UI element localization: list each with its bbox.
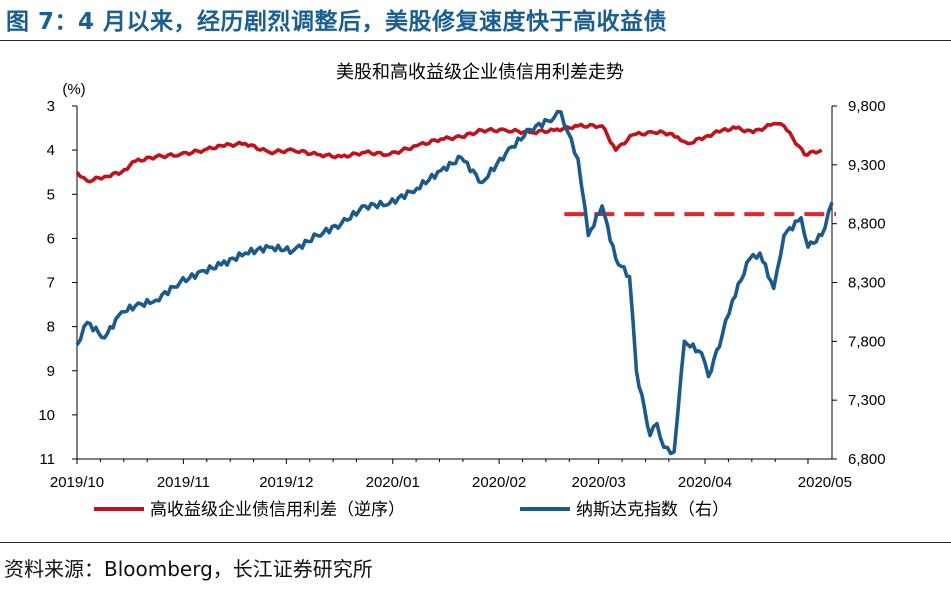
left-tick-label: 5: [47, 186, 55, 203]
right-tick-label: 9,300: [848, 157, 886, 174]
left-tick-label: 9: [47, 363, 55, 380]
right-tick-label: 8,300: [848, 275, 886, 292]
x-tick-label: 2019/11: [157, 474, 210, 491]
x-tick-label: 2019/10: [50, 474, 104, 491]
left-tick-label: 8: [47, 319, 55, 336]
x-tick-label: 2020/04: [678, 474, 732, 491]
x-tick-label: 2020/05: [798, 474, 852, 491]
legend-label-spread: 高收益级企业债信用利差（逆序）: [150, 500, 405, 520]
chart-title: 美股和高收益级企业债信用利差走势: [336, 62, 624, 83]
right-tick-label: 9,800: [848, 98, 886, 115]
figure-title: 图 7：4 月以来，经历剧烈调整后，美股修复速度快于高收益债: [6, 9, 668, 35]
x-tick-label: 2020/01: [366, 474, 420, 491]
spread-series-line: [75, 121, 823, 184]
left-tick-label: 7: [47, 275, 55, 292]
source-note: 资料来源：Bloomberg，长江证券研究所: [4, 557, 373, 581]
right-tick-label: 8,800: [848, 216, 886, 233]
nasdaq-series-line: [75, 109, 834, 456]
left-tick-label: 10: [38, 407, 55, 424]
chart: 美股和高收益级企业债信用利差走势 (%) 3 4 5 6 7 8 9 10 11 9,800 9,3…: [38, 62, 885, 520]
axes: 3 4 5 6 7 8 9 10 11 9,800 9,300 8,800 8,300 7,800 7,30…: [38, 98, 885, 491]
right-tick-label: 7,300: [848, 392, 886, 409]
left-tick-label: 6: [47, 230, 55, 247]
top-rule: [0, 40, 951, 41]
legend: 高收益级企业债信用利差（逆序） 纳斯达克指数（右）: [94, 500, 729, 520]
left-tick-label: 11: [39, 451, 55, 468]
bottom-rule: [0, 542, 951, 543]
right-tick-label: 7,800: [848, 333, 886, 350]
legend-label-nasdaq: 纳斯达克指数（右）: [576, 500, 729, 520]
plot-lines: [75, 109, 836, 456]
x-tick-label: 2020/02: [472, 474, 526, 491]
left-tick-label: 3: [47, 98, 55, 115]
x-tick-label: 2020/03: [572, 474, 626, 491]
x-tick-label: 2019/12: [259, 474, 313, 491]
left-axis-unit-label: (%): [62, 81, 85, 98]
right-tick-label: 6,800: [848, 451, 886, 468]
left-tick-label: 4: [47, 142, 55, 159]
